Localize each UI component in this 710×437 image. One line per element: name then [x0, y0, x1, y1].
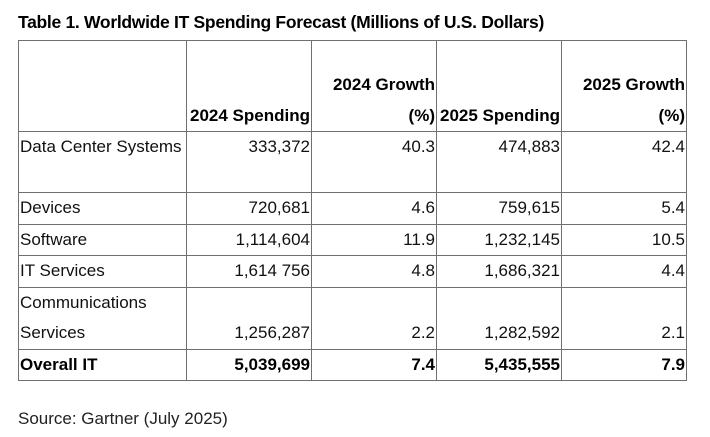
spending-2024-cell: 333,372: [186, 131, 312, 193]
growth-2025-cell: 7.9: [561, 348, 687, 381]
growth-2024-cell: 2.2: [311, 286, 437, 350]
segment-cell: Data Center Systems: [18, 131, 187, 193]
segment-cell: Software: [18, 223, 187, 256]
header-2024-growth: 2024 Growth (%): [311, 40, 437, 132]
table-row: Software 1,114,604 11.9 1,232,145 10.5: [18, 223, 687, 256]
growth-2025-cell: 5.4: [561, 192, 687, 225]
table-header-row: 2024 Spending 2024 Growth (%) 2025 Spend…: [18, 40, 687, 132]
spending-2025-cell: 1,282,592: [436, 286, 562, 350]
header-2025-growth: 2025 Growth (%): [561, 40, 687, 132]
spending-2025-cell: 759,615: [436, 192, 562, 225]
segment-cell: IT Services: [18, 255, 187, 288]
source-note: Source: Gartner (July 2025): [18, 409, 228, 428]
table-row: Data Center Systems 333,372 40.3 474,883…: [18, 131, 687, 193]
growth-2025-cell: 4.4: [561, 255, 687, 288]
table-title: Table 1. Worldwide IT Spending Forecast …: [18, 12, 544, 32]
total-row: Overall IT 5,039,699 7.4 5,435,555 7.9: [18, 348, 687, 381]
spending-2024-cell: 1,114,604: [186, 223, 312, 256]
spending-2024-cell: 1,256,287: [186, 286, 312, 350]
it-spending-table: 2024 Spending 2024 Growth (%) 2025 Spend…: [18, 40, 687, 381]
growth-2024-cell: 4.6: [311, 192, 437, 225]
table-row: IT Services 1,614 756 4.8 1,686,321 4.4: [18, 255, 687, 288]
growth-2025-cell: 10.5: [561, 223, 687, 256]
spending-2024-cell: 1,614 756: [186, 255, 312, 288]
growth-2024-cell: 40.3: [311, 131, 437, 193]
growth-2024-cell: 11.9: [311, 223, 437, 256]
header-2025-spending: 2025 Spending: [436, 40, 562, 132]
header-segment: [18, 40, 187, 132]
segment-cell: Devices: [18, 192, 187, 225]
growth-2024-cell: 7.4: [311, 348, 437, 381]
spending-2025-cell: 474,883: [436, 131, 562, 193]
spending-2025-cell: 5,435,555: [436, 348, 562, 381]
table-row: Devices 720,681 4.6 759,615 5.4: [18, 192, 687, 225]
segment-cell: Overall IT: [18, 348, 187, 381]
growth-2025-cell: 2.1: [561, 286, 687, 350]
table-row: Communications Services 1,256,287 2.2 1,…: [18, 286, 687, 350]
growth-2024-cell: 4.8: [311, 255, 437, 288]
spending-2024-cell: 720,681: [186, 192, 312, 225]
spending-2025-cell: 1,686,321: [436, 255, 562, 288]
header-2024-spending: 2024 Spending: [186, 40, 312, 132]
spending-2025-cell: 1,232,145: [436, 223, 562, 256]
growth-2025-cell: 42.4: [561, 131, 687, 193]
segment-cell: Communications Services: [18, 286, 187, 350]
spending-2024-cell: 5,039,699: [186, 348, 312, 381]
